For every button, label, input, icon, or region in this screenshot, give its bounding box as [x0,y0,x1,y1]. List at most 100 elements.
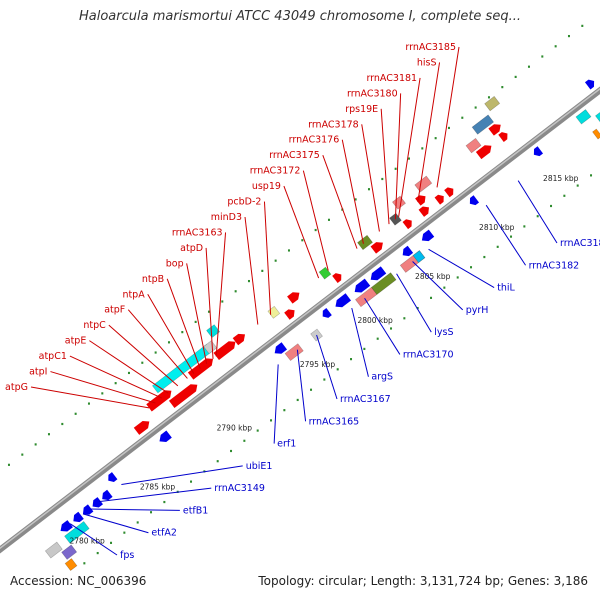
ruler-dot [363,347,366,351]
ruler-dot [483,255,486,259]
forward-gene-label: rrnAC3175 [269,150,320,161]
forward-gene-label: atpG [5,382,28,393]
forward-gene-label: atpE [65,336,87,347]
backbone-highlight [0,87,600,550]
label-connector [485,204,526,266]
ruler-dot [127,371,130,375]
forward-gene-label: ntpA [122,289,145,300]
ruler-dot [87,402,90,405]
gene-feature-shape [434,194,444,205]
ruler-dot [230,449,233,453]
forward-gene-label: rrnAC3180 [347,88,398,99]
gene-feature-shape [402,245,414,257]
label-connector [428,248,495,289]
ruler-dot [21,453,24,456]
gene-feature [206,324,221,339]
label-connector [263,201,272,315]
ruler-dot [136,521,139,524]
gene-feature [274,342,288,354]
gene-feature [488,124,501,136]
label-connector [50,371,156,404]
gene-feature [64,521,90,544]
gene-feature-shape [108,472,118,483]
gene-feature [469,195,480,206]
gene-feature-shape [60,520,73,532]
gene-feature-shape [498,132,508,142]
gene-feature-shape [418,206,429,217]
forward-gene-label: bop [166,258,184,269]
gene-feature-shape [284,343,304,362]
gene-feature-shape [421,229,435,242]
ruler-dot [154,351,157,354]
reverse-gene-label: rrnAC3182 [529,260,580,271]
ruler-dot [536,215,539,218]
gene-feature [335,293,352,308]
gene-feature [44,541,63,559]
forward-gene-label: rrnAC3178 [308,119,359,130]
gene-feature-shape [444,187,454,198]
gene-feature-shape [414,175,433,193]
tick-label: 2815 kbp [543,174,579,183]
gene-feature-shape [484,95,501,112]
ruler-dot [216,460,219,463]
gene-feature [354,278,371,293]
gene-feature-shape [64,521,90,544]
ruler-dot [314,228,317,232]
ruler-dot [194,320,197,324]
gene-feature-shape [370,266,387,281]
ruler-dot [7,463,10,466]
gene-feature [284,309,295,320]
ruler-dot [421,147,424,150]
forward-gene-label: usp19 [252,181,281,192]
label-connector [108,324,179,387]
reverse-gene-label: rrnAC3149 [214,483,265,494]
ruler-dot [381,177,384,181]
gene-feature [414,175,433,193]
gene-feature-shape [318,266,332,280]
reverse-gene-label: etfA2 [151,528,176,539]
ruler-dot [461,116,464,119]
ruler-dot [301,239,304,242]
ruler-dot [167,341,170,344]
ruler-dot [563,194,566,197]
gene-feature [584,79,595,90]
gene-feature-shape [284,309,295,320]
kbp-ticks: 2780 kbp 2785 kbp 2790 kbp 2795 kbp 2800 kbp… [69,174,579,546]
gene-feature-shape [133,420,150,435]
reverse-gene-label: etfB1 [183,505,208,516]
ruler-dot [274,259,277,262]
ruler-dot [487,96,490,99]
reverse-gene-label: rrnAC3167 [340,394,391,405]
gene-feature-shape [102,489,113,501]
gene-feature [73,511,84,523]
label-connector [89,508,180,511]
gene-feature-shape [322,308,332,318]
gene-feature-shape [206,324,221,339]
forward-gene-label: atpD [180,243,203,254]
ruler-dot [256,429,259,432]
gene-feature [402,219,412,230]
gene-feature-shape [64,558,78,572]
gene-feature [595,109,600,124]
gene-feature [133,420,150,435]
gene-feature [484,95,501,112]
ruler-dot [114,382,117,385]
label-connector [205,247,214,359]
ruler-dot [283,409,286,412]
label-connector [316,334,338,400]
ruler-dot [163,500,166,504]
gene-feature [318,266,332,280]
label-connector [166,278,201,369]
label-connector [394,93,402,220]
gene-feature-shape [274,342,288,354]
gene-feature [533,146,544,157]
ruler-dot [150,511,153,514]
ruler-dot [247,279,250,283]
label-connector [351,307,369,377]
label-connector [69,355,163,399]
label-connector [283,185,320,279]
ruler-dot [407,157,410,160]
reverse-gene-label: fps [120,550,134,561]
gene-feature-shape [475,145,492,160]
ruler-dot [576,184,579,187]
